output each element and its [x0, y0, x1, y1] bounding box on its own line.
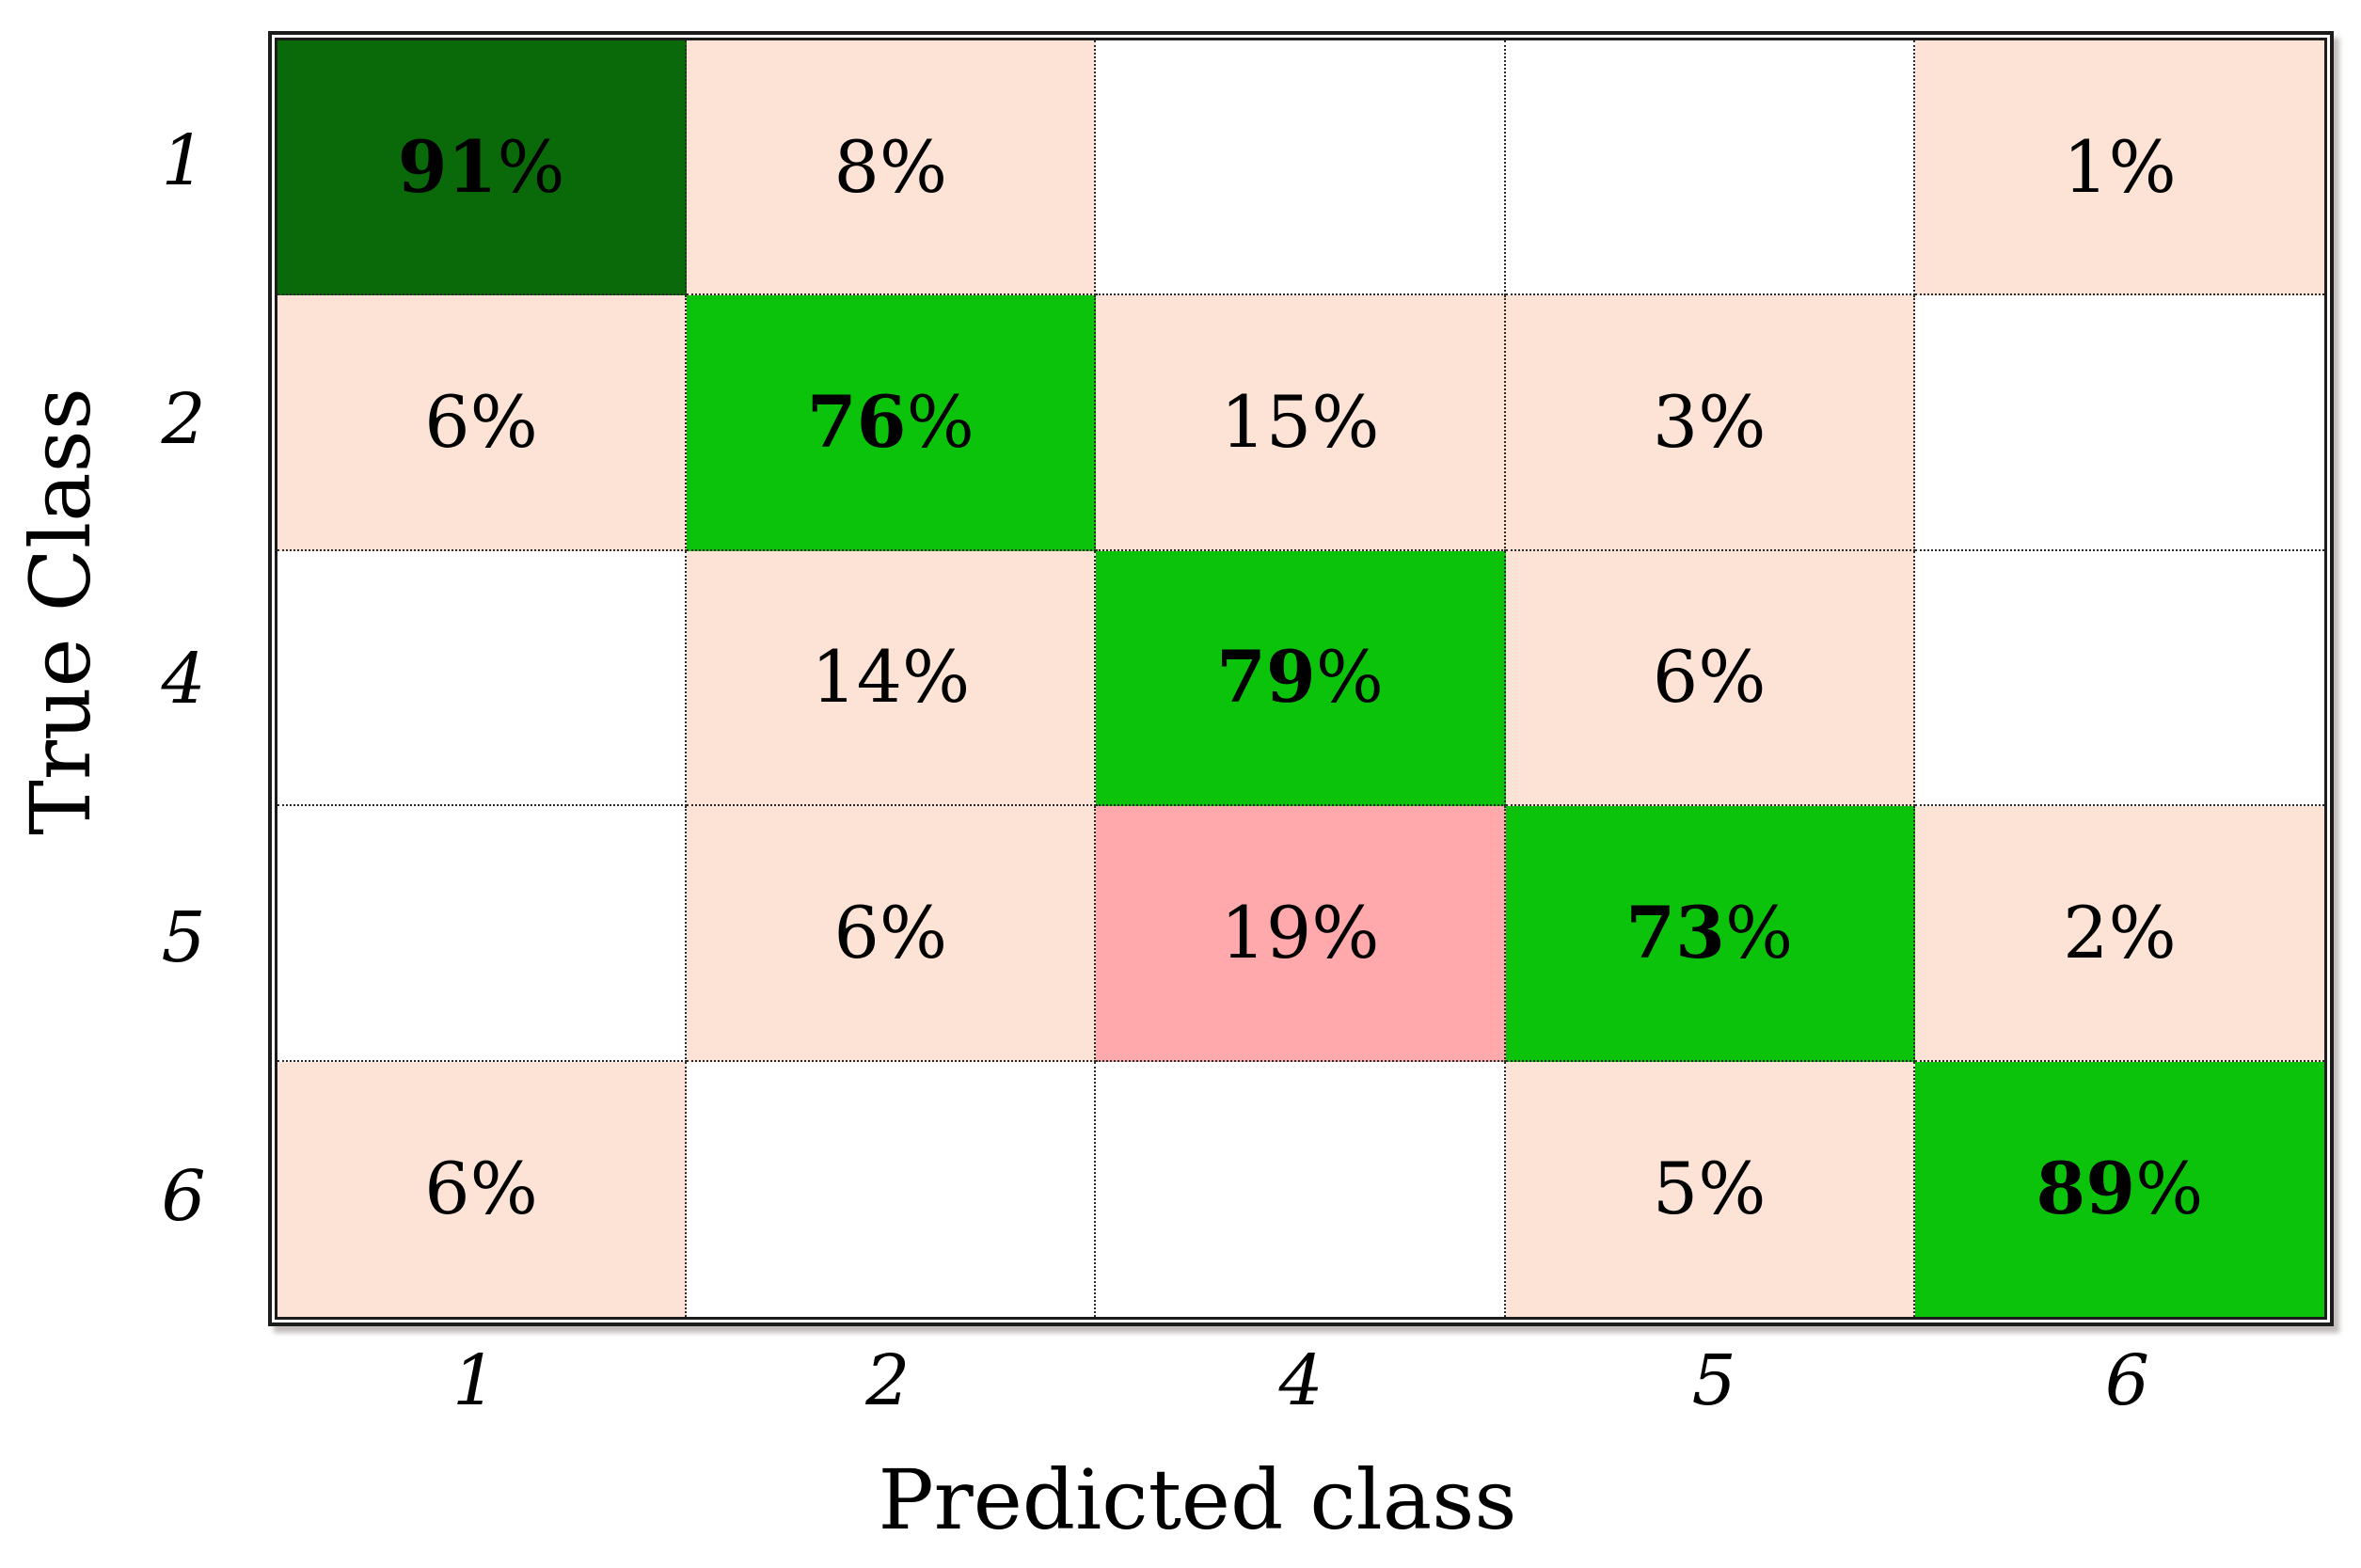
cell-percent-sign: %: [469, 1147, 538, 1231]
y-tick-label-2: 2: [161, 379, 206, 461]
cell-value: 91: [397, 124, 498, 209]
matrix-cell-true6-pred1: 6%: [277, 1061, 688, 1317]
cell-value: 89: [2036, 1147, 2136, 1231]
cell-value: 3: [1652, 380, 1699, 465]
cell-value: 6: [424, 380, 470, 465]
matrix-cell-true5-pred6: 2%: [1914, 806, 2324, 1062]
cell-value: 79: [1216, 635, 1316, 720]
y-tick-label-1: 1: [161, 119, 206, 201]
matrix-cell-true2-pred5: 3%: [1505, 295, 1915, 551]
matrix-cell-true6-pred5: 5%: [1505, 1061, 1915, 1317]
matrix-cell-true1-pred1: 91%: [277, 40, 688, 296]
matrix-cell-true4-pred1: [277, 550, 688, 807]
cell-percent-sign: %: [1698, 635, 1767, 720]
x-axis-title: Predicted class: [17, 1449, 2361, 1552]
matrix-cell-true6-pred2: [687, 1061, 1097, 1317]
matrix-cell-true6-pred6: 89%: [1914, 1061, 2324, 1317]
x-tick-labels: 1 2 4 5 6: [268, 1334, 2334, 1428]
cell-percent-sign: %: [879, 124, 948, 209]
cell-value: 8: [833, 124, 879, 209]
matrix-cell-true2-pred6: [1914, 295, 2324, 551]
cell-value: 14: [811, 635, 903, 720]
cell-percent-sign: %: [2108, 890, 2177, 974]
cell-value: 6: [1652, 635, 1699, 720]
cell-percent-sign: %: [1698, 380, 1767, 465]
x-tick-label-5: 5: [1691, 1340, 1736, 1421]
matrix-cell-true6-pred4: [1096, 1061, 1506, 1317]
cell-percent-sign: %: [1315, 635, 1384, 720]
cell-value: 15: [1220, 380, 1312, 465]
matrix-cell-true4-pred5: 6%: [1505, 550, 1915, 807]
cell-value: 6: [424, 1147, 470, 1231]
cell-value: 5: [1652, 1147, 1699, 1231]
matrix-cell-true1-pred6: 1%: [1914, 40, 2324, 296]
matrix-cell-true2-pred2: 76%: [687, 295, 1097, 551]
cell-percent-sign: %: [879, 890, 948, 974]
cell-value: 73: [1625, 890, 1725, 974]
cell-value: 6: [833, 890, 879, 974]
matrix-cell-true4-pred2: 14%: [687, 550, 1097, 807]
cell-percent-sign: %: [497, 124, 565, 209]
cell-percent-sign: %: [1698, 1147, 1767, 1231]
cell-percent-sign: %: [906, 380, 975, 465]
matrix-cell-true5-pred1: [277, 806, 688, 1062]
matrix-cell-true4-pred4: 79%: [1096, 550, 1506, 807]
matrix-cell-true4-pred6: [1914, 550, 2324, 807]
matrix-cell-true2-pred4: 15%: [1096, 295, 1506, 551]
cell-percent-sign: %: [902, 635, 971, 720]
matrix-cell-true5-pred5: 73%: [1505, 806, 1915, 1062]
y-tick-labels: 1 2 4 5 6: [103, 31, 263, 1326]
y-tick-label-5: 5: [161, 896, 206, 978]
cell-value: 19: [1220, 890, 1312, 974]
cell-percent-sign: %: [1311, 380, 1380, 465]
y-axis-title-text: True Class: [12, 387, 109, 835]
matrix-grid: 91% 8% 1% 6% 76% 15% 3% 14% 79% 6% 6% 19% 73% 2% 6% 5% 8…: [275, 38, 2327, 1320]
cell-value: 76: [806, 380, 907, 465]
cell-value: 2: [2063, 890, 2109, 974]
cell-percent-sign: %: [1724, 890, 1794, 974]
x-axis-title-text: Predicted class: [878, 1451, 1517, 1548]
x-tick-label-2: 2: [865, 1340, 911, 1421]
x-tick-label-6: 6: [2104, 1340, 2149, 1421]
matrix-cell-true1-pred4: [1096, 40, 1506, 296]
cell-percent-sign: %: [469, 380, 538, 465]
cell-percent-sign: %: [2108, 124, 2177, 209]
x-tick-label-4: 4: [1278, 1340, 1323, 1421]
matrix-cell-true5-pred4: 19%: [1096, 806, 1506, 1062]
x-tick-label-1: 1: [452, 1340, 498, 1421]
matrix-cell-true5-pred2: 6%: [687, 806, 1097, 1062]
y-tick-label-4: 4: [161, 638, 206, 720]
cell-value: 1: [2063, 124, 2109, 209]
cell-percent-sign: %: [1311, 890, 1380, 974]
matrix-cell-true2-pred1: 6%: [277, 295, 688, 551]
matrix-cell-true1-pred2: 8%: [687, 40, 1097, 296]
matrix-frame: 91% 8% 1% 6% 76% 15% 3% 14% 79% 6% 6% 19% 73% 2% 6% 5% 8…: [268, 31, 2334, 1326]
matrix-cell-true1-pred5: [1505, 40, 1915, 296]
cell-percent-sign: %: [2135, 1147, 2204, 1231]
y-tick-label-6: 6: [161, 1156, 206, 1238]
